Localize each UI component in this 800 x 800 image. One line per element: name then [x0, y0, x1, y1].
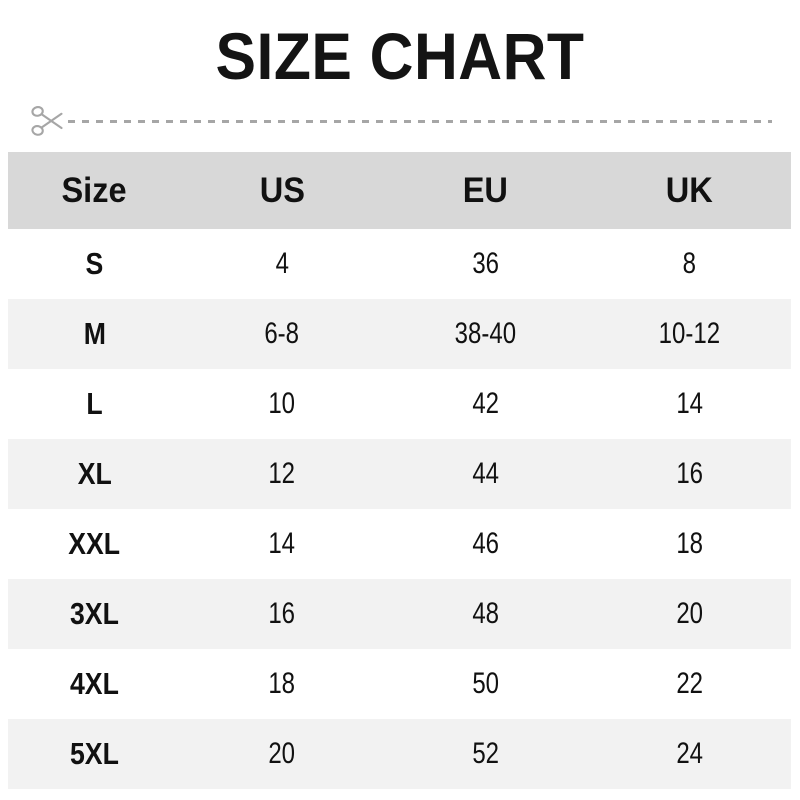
cell-size: 5XL [8, 719, 181, 789]
scissors-icon [30, 104, 70, 138]
cell-size-value: M [83, 316, 106, 351]
cell-eu-value: 50 [472, 667, 499, 700]
cell-eu: 48 [383, 579, 588, 649]
size-chart-table: Size US EU UK S 4 36 8 M 6-8 38-40 10-12… [8, 152, 791, 789]
table-row: L 10 42 14 [8, 369, 791, 439]
cut-line [0, 102, 800, 140]
cell-us-value: 20 [268, 737, 296, 770]
cell-us-value: 10 [268, 387, 296, 420]
cell-size: XXL [8, 509, 181, 579]
cell-us: 20 [181, 719, 383, 789]
cell-eu: 36 [383, 229, 588, 299]
table-body: S 4 36 8 M 6-8 38-40 10-12 L 10 42 14 XL… [8, 229, 791, 789]
cell-us-value: 4 [275, 247, 289, 280]
cell-us-value: 6-8 [264, 317, 300, 350]
cell-uk-value: 10-12 [658, 317, 721, 350]
cell-eu-value: 42 [472, 387, 499, 420]
cell-uk-value: 22 [676, 667, 703, 700]
cell-eu: 50 [383, 649, 588, 719]
cell-uk: 16 [588, 439, 791, 509]
table-header: Size US EU UK [8, 152, 791, 229]
cell-eu-value: 48 [472, 597, 499, 630]
cell-size: S [8, 229, 181, 299]
cell-size-value: XL [77, 456, 112, 491]
cell-us: 6-8 [181, 299, 383, 369]
cell-uk-value: 20 [676, 597, 703, 630]
column-header-eu-label: EU [462, 171, 509, 210]
cell-size: 4XL [8, 649, 181, 719]
cell-uk: 18 [588, 509, 791, 579]
column-header-eu: EU [383, 152, 588, 229]
cell-size: 3XL [8, 579, 181, 649]
cell-us-value: 14 [268, 527, 296, 560]
cell-size-value: S [85, 246, 104, 281]
cell-size: L [8, 369, 181, 439]
cell-eu: 38-40 [383, 299, 588, 369]
cell-us: 16 [181, 579, 383, 649]
cell-uk-value: 24 [676, 737, 703, 770]
table-row: 4XL 18 50 22 [8, 649, 791, 719]
cell-eu: 44 [383, 439, 588, 509]
dashed-cut-line [68, 120, 772, 123]
table-row: 5XL 20 52 24 [8, 719, 791, 789]
cell-us-value: 12 [268, 457, 296, 490]
cell-uk: 20 [588, 579, 791, 649]
cell-eu-value: 52 [472, 737, 499, 770]
table-row: M 6-8 38-40 10-12 [8, 299, 791, 369]
table-row: XXL 14 46 18 [8, 509, 791, 579]
cell-us: 12 [181, 439, 383, 509]
table-header-row: Size US EU UK [8, 152, 791, 229]
cell-uk-value: 8 [682, 247, 697, 280]
cell-eu-value: 44 [472, 457, 499, 490]
cell-us: 4 [181, 229, 383, 299]
cell-eu: 46 [383, 509, 588, 579]
cell-size: XL [8, 439, 181, 509]
column-header-us-label: US [259, 171, 305, 210]
cell-uk: 14 [588, 369, 791, 439]
cell-uk: 22 [588, 649, 791, 719]
cell-eu: 42 [383, 369, 588, 439]
cell-uk-value: 14 [676, 387, 703, 420]
cell-size-value: XXL [68, 526, 121, 561]
page-title: SIZE CHART [215, 19, 585, 93]
column-header-size: Size [8, 152, 181, 229]
cell-eu-value: 38-40 [454, 317, 517, 350]
cell-uk-value: 18 [676, 527, 703, 560]
column-header-us: US [181, 152, 383, 229]
cell-us-value: 18 [268, 667, 296, 700]
cell-uk: 10-12 [588, 299, 791, 369]
cell-uk: 24 [588, 719, 791, 789]
cell-uk-value: 16 [676, 457, 703, 490]
cell-uk: 8 [588, 229, 791, 299]
cell-size-value: 3XL [70, 596, 119, 631]
column-header-uk-label: UK [665, 171, 714, 210]
table-row: XL 12 44 16 [8, 439, 791, 509]
cell-us: 18 [181, 649, 383, 719]
cell-size-value: 5XL [70, 736, 119, 771]
table-row: S 4 36 8 [8, 229, 791, 299]
cell-us: 14 [181, 509, 383, 579]
cell-us: 10 [181, 369, 383, 439]
cell-size-value: 4XL [70, 666, 119, 701]
cell-eu-value: 46 [472, 527, 499, 560]
cell-size: M [8, 299, 181, 369]
cell-eu: 52 [383, 719, 588, 789]
cell-eu-value: 36 [472, 247, 499, 280]
table-row: 3XL 16 48 20 [8, 579, 791, 649]
cell-us-value: 16 [268, 597, 296, 630]
column-header-size-label: Size [61, 171, 128, 210]
cell-size-value: L [86, 386, 103, 421]
column-header-uk: UK [588, 152, 791, 229]
